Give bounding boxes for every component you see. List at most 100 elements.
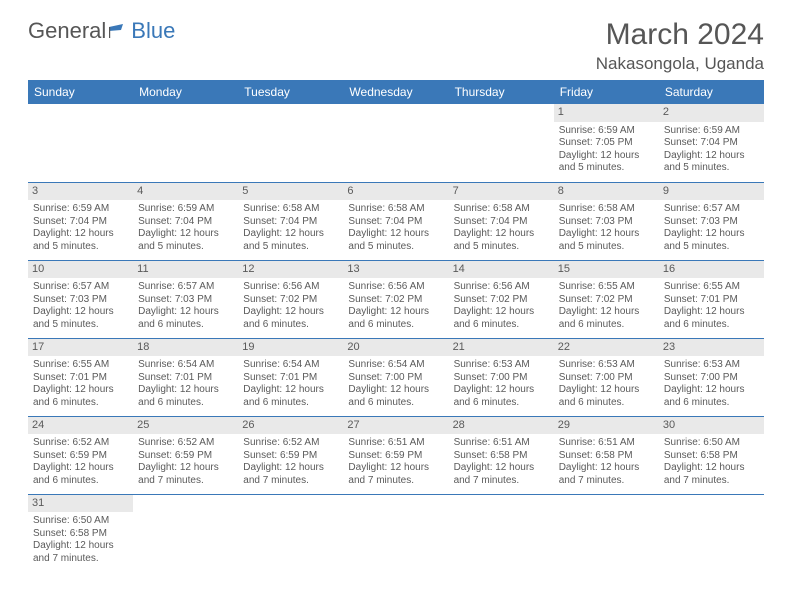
day-number: 20 bbox=[343, 339, 448, 357]
daylight-line: Daylight: 12 hours and 7 minutes. bbox=[559, 462, 654, 487]
sunrise-line: Sunrise: 6:51 AM bbox=[559, 437, 654, 450]
weekday-header: Monday bbox=[133, 80, 238, 104]
daylight-line: Daylight: 12 hours and 5 minutes. bbox=[454, 228, 549, 253]
day-number: 17 bbox=[28, 339, 133, 357]
header: General Blue March 2024 Nakasongola, Uga… bbox=[28, 18, 764, 74]
sunrise-line: Sunrise: 6:53 AM bbox=[559, 359, 654, 372]
sunset-line: Sunset: 7:01 PM bbox=[138, 372, 233, 385]
sunrise-line: Sunrise: 6:57 AM bbox=[664, 203, 759, 216]
day-number: 14 bbox=[449, 261, 554, 279]
calendar-cell: 16Sunrise: 6:55 AMSunset: 7:01 PMDayligh… bbox=[659, 260, 764, 338]
calendar-cell: 22Sunrise: 6:53 AMSunset: 7:00 PMDayligh… bbox=[554, 338, 659, 416]
sunset-line: Sunset: 7:04 PM bbox=[243, 216, 338, 229]
sunrise-line: Sunrise: 6:59 AM bbox=[33, 203, 128, 216]
sunset-line: Sunset: 7:04 PM bbox=[454, 216, 549, 229]
sunset-line: Sunset: 6:59 PM bbox=[348, 450, 443, 463]
calendar-cell: 30Sunrise: 6:50 AMSunset: 6:58 PMDayligh… bbox=[659, 416, 764, 494]
calendar-row: 24Sunrise: 6:52 AMSunset: 6:59 PMDayligh… bbox=[28, 416, 764, 494]
calendar-cell: 2Sunrise: 6:59 AMSunset: 7:04 PMDaylight… bbox=[659, 104, 764, 182]
calendar-cell: 18Sunrise: 6:54 AMSunset: 7:01 PMDayligh… bbox=[133, 338, 238, 416]
day-number: 31 bbox=[28, 495, 133, 513]
sunset-line: Sunset: 7:03 PM bbox=[33, 294, 128, 307]
weekday-header: Wednesday bbox=[343, 80, 448, 104]
daylight-line: Daylight: 12 hours and 7 minutes. bbox=[348, 462, 443, 487]
calendar-cell: 5 Sunrise: 6:58 AMSunset: 7:04 PMDaylight… bbox=[238, 182, 343, 260]
sunrise-line: Sunrise: 6:56 AM bbox=[243, 281, 338, 294]
calendar-cell: 8Sunrise: 6:58 AMSunset: 7:03 PMDaylight… bbox=[554, 182, 659, 260]
day-number: 8 bbox=[554, 183, 659, 201]
day-number: 27 bbox=[343, 417, 448, 435]
daylight-line: Daylight: 12 hours and 7 minutes. bbox=[243, 462, 338, 487]
daylight-line: Daylight: 12 hours and 6 minutes. bbox=[138, 306, 233, 331]
sunrise-line: Sunrise: 6:53 AM bbox=[664, 359, 759, 372]
daylight-line: Daylight: 12 hours and 6 minutes. bbox=[559, 384, 654, 409]
calendar-cell: 15Sunrise: 6:55 AMSunset: 7:02 PMDayligh… bbox=[554, 260, 659, 338]
calendar-cell: 11Sunrise: 6:57 AMSunset: 7:03 PMDayligh… bbox=[133, 260, 238, 338]
daylight-line: Daylight: 12 hours and 5 minutes. bbox=[243, 228, 338, 253]
calendar-cell: 21Sunrise: 6:53 AMSunset: 7:00 PMDayligh… bbox=[449, 338, 554, 416]
daylight-line: Daylight: 12 hours and 5 minutes. bbox=[138, 228, 233, 253]
day-number: 4 bbox=[133, 183, 238, 201]
sunrise-line: Sunrise: 6:57 AM bbox=[33, 281, 128, 294]
day-number: 21 bbox=[449, 339, 554, 357]
day-number: 26 bbox=[238, 417, 343, 435]
sunset-line: Sunset: 6:58 PM bbox=[33, 528, 128, 541]
sunrise-line: Sunrise: 6:58 AM bbox=[348, 203, 443, 216]
calendar-cell: 4Sunrise: 6:59 AMSunset: 7:04 PMDaylight… bbox=[133, 182, 238, 260]
calendar-cell-empty bbox=[238, 104, 343, 182]
daylight-line: Daylight: 12 hours and 6 minutes. bbox=[243, 306, 338, 331]
sunrise-line: Sunrise: 6:52 AM bbox=[33, 437, 128, 450]
sunrise-line: Sunrise: 6:54 AM bbox=[348, 359, 443, 372]
calendar-cell: 3Sunrise: 6:59 AMSunset: 7:04 PMDaylight… bbox=[28, 182, 133, 260]
logo: General Blue bbox=[28, 18, 175, 46]
daylight-line: Daylight: 12 hours and 7 minutes. bbox=[138, 462, 233, 487]
day-number: 1 bbox=[554, 104, 659, 122]
sunset-line: Sunset: 7:03 PM bbox=[559, 216, 654, 229]
daylight-line: Daylight: 12 hours and 7 minutes. bbox=[454, 462, 549, 487]
calendar-cell-empty bbox=[554, 494, 659, 572]
sunset-line: Sunset: 6:59 PM bbox=[33, 450, 128, 463]
calendar-cell: 14Sunrise: 6:56 AMSunset: 7:02 PMDayligh… bbox=[449, 260, 554, 338]
calendar-cell: 1Sunrise: 6:59 AMSunset: 7:05 PMDaylight… bbox=[554, 104, 659, 182]
day-number: 25 bbox=[133, 417, 238, 435]
sunset-line: Sunset: 7:01 PM bbox=[243, 372, 338, 385]
sunrise-line: Sunrise: 6:52 AM bbox=[243, 437, 338, 450]
day-number: 7 bbox=[449, 183, 554, 201]
calendar-cell: 7 Sunrise: 6:58 AMSunset: 7:04 PMDaylight… bbox=[449, 182, 554, 260]
day-number: 24 bbox=[28, 417, 133, 435]
sunrise-line: Sunrise: 6:58 AM bbox=[454, 203, 549, 216]
calendar-cell-empty bbox=[343, 494, 448, 572]
sunset-line: Sunset: 6:58 PM bbox=[559, 450, 654, 463]
calendar-cell: 27 Sunrise: 6:51 AMSunset: 6:59 PMDayligh… bbox=[343, 416, 448, 494]
day-number: 2 bbox=[659, 104, 764, 122]
sunset-line: Sunset: 7:03 PM bbox=[664, 216, 759, 229]
day-number: 30 bbox=[659, 417, 764, 435]
title-block: March 2024 Nakasongola, Uganda bbox=[596, 18, 764, 74]
weekday-header: Friday bbox=[554, 80, 659, 104]
logo-text-blue: Blue bbox=[131, 18, 175, 44]
daylight-line: Daylight: 12 hours and 7 minutes. bbox=[664, 462, 759, 487]
sunset-line: Sunset: 7:05 PM bbox=[559, 137, 654, 150]
sunset-line: Sunset: 7:04 PM bbox=[664, 137, 759, 150]
day-number: 16 bbox=[659, 261, 764, 279]
sunset-line: Sunset: 7:02 PM bbox=[559, 294, 654, 307]
calendar-row: 17Sunrise: 6:55 AMSunset: 7:01 PMDayligh… bbox=[28, 338, 764, 416]
sunrise-line: Sunrise: 6:54 AM bbox=[243, 359, 338, 372]
day-number: 15 bbox=[554, 261, 659, 279]
sunrise-line: Sunrise: 6:58 AM bbox=[243, 203, 338, 216]
logo-text-general: General bbox=[28, 18, 106, 44]
sunrise-line: Sunrise: 6:59 AM bbox=[559, 125, 654, 138]
calendar-cell: 19Sunrise: 6:54 AMSunset: 7:01 PMDayligh… bbox=[238, 338, 343, 416]
calendar-cell: 6Sunrise: 6:58 AMSunset: 7:04 PMDaylight… bbox=[343, 182, 448, 260]
daylight-line: Daylight: 12 hours and 6 minutes. bbox=[243, 384, 338, 409]
day-number: 5 bbox=[238, 183, 343, 201]
weekday-header: Saturday bbox=[659, 80, 764, 104]
calendar-cell: 13Sunrise: 6:56 AMSunset: 7:02 PMDayligh… bbox=[343, 260, 448, 338]
calendar-cell: 9Sunrise: 6:57 AMSunset: 7:03 PMDaylight… bbox=[659, 182, 764, 260]
sunrise-line: Sunrise: 6:56 AM bbox=[348, 281, 443, 294]
daylight-line: Daylight: 12 hours and 6 minutes. bbox=[33, 462, 128, 487]
weekday-header: Thursday bbox=[449, 80, 554, 104]
weekday-header: Tuesday bbox=[238, 80, 343, 104]
sunrise-line: Sunrise: 6:51 AM bbox=[348, 437, 443, 450]
sunrise-line: Sunrise: 6:54 AM bbox=[138, 359, 233, 372]
